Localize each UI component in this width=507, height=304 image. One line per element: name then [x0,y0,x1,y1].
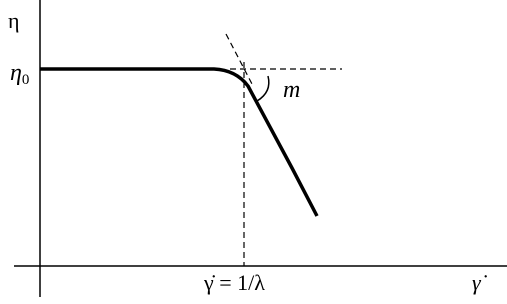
slope-label: m [283,77,300,103]
y-axis-label: η [8,8,20,33]
x-axis-label: γ̇ [472,270,488,295]
slope-arc [256,75,270,102]
viscosity-curve [40,67,319,217]
x-marker-label: γ̇ = 1/λ [203,270,265,295]
eta0-label: η0 [10,60,29,88]
